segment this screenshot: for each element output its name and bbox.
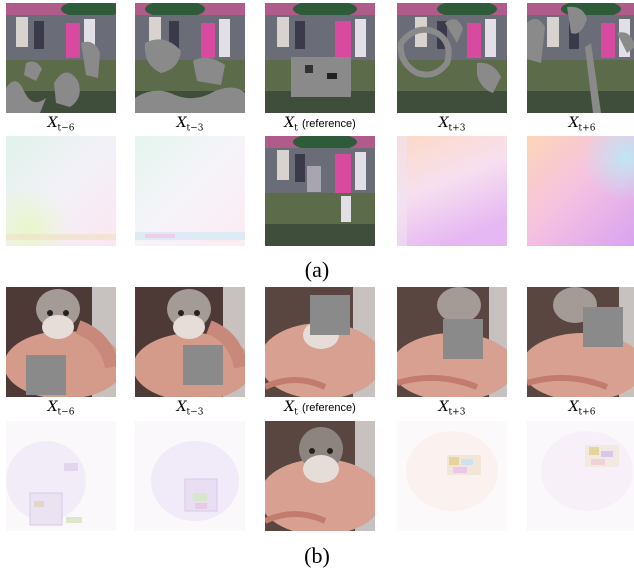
panel-a-frame-t-reference <box>265 3 375 113</box>
panel-a-flow-t-3 <box>135 136 245 246</box>
optical-flow-map <box>527 136 634 246</box>
panel-a-flow-t+3 <box>397 136 507 246</box>
panel-b-caption: (b) <box>304 543 330 568</box>
panel-a-label-t-6: Xt−6 <box>47 115 75 134</box>
crowd-scene-image <box>527 3 634 113</box>
panel-b-reference-image <box>265 421 375 531</box>
panel-b-flow-t+3 <box>397 421 507 531</box>
panel-b-label-t-reference: Xt (reference) <box>284 399 356 418</box>
panel-a-flow-t+6 <box>527 136 634 246</box>
panel-b-frame-t+3 <box>397 287 507 397</box>
panel-b-frame-t-3 <box>135 287 245 397</box>
panel-a-caption: (a) <box>304 257 330 282</box>
panel-a-label-t-reference: Xt (reference) <box>284 115 356 134</box>
panel-b-label-t+3: Xt+3 <box>438 399 466 418</box>
panel-a-frame-t+6 <box>527 3 634 113</box>
crowd-scene-image <box>6 3 116 113</box>
optical-flow-map <box>6 136 116 246</box>
hamster-hand-image <box>265 287 375 397</box>
optical-flow-map <box>6 421 116 531</box>
optical-flow-map <box>527 421 634 531</box>
panel-a-reference-image <box>265 136 375 246</box>
panel-a-label-t+3: Xt+3 <box>438 115 466 134</box>
panel-b-flow-t-3 <box>135 421 245 531</box>
hamster-hand-image <box>135 287 245 397</box>
hamster-hand-image <box>265 421 375 531</box>
panel-b-label-t-3: Xt−3 <box>176 399 204 418</box>
crowd-scene-image <box>397 3 507 113</box>
optical-flow-map <box>135 421 245 531</box>
hamster-hand-image <box>527 287 634 397</box>
crowd-scene-image <box>265 3 375 113</box>
panel-b-frame-t+6 <box>527 287 634 397</box>
panel-a-frame-t+3 <box>397 3 507 113</box>
panel-b-frame-t-6 <box>6 287 116 397</box>
panel-a-label-t+6: Xt+6 <box>568 115 596 134</box>
panel-b-frame-t-reference <box>265 287 375 397</box>
panel-a-label-t-3: Xt−3 <box>176 115 204 134</box>
optical-flow-map <box>397 136 507 246</box>
panel-a-flow-t-6 <box>6 136 116 246</box>
panel-b-flow-t-6 <box>6 421 116 531</box>
hamster-hand-image <box>6 287 116 397</box>
crowd-scene-image <box>265 136 375 246</box>
panel-b-label-t+6: Xt+6 <box>568 399 596 418</box>
hamster-hand-image <box>397 287 507 397</box>
panel-b-flow-t+6 <box>527 421 634 531</box>
optical-flow-map <box>397 421 507 531</box>
optical-flow-map <box>135 136 245 246</box>
panel-b-label-t-6: Xt−6 <box>47 399 75 418</box>
panel-a-frame-t-6 <box>6 3 116 113</box>
crowd-scene-image <box>135 3 245 113</box>
panel-a-frame-t-3 <box>135 3 245 113</box>
